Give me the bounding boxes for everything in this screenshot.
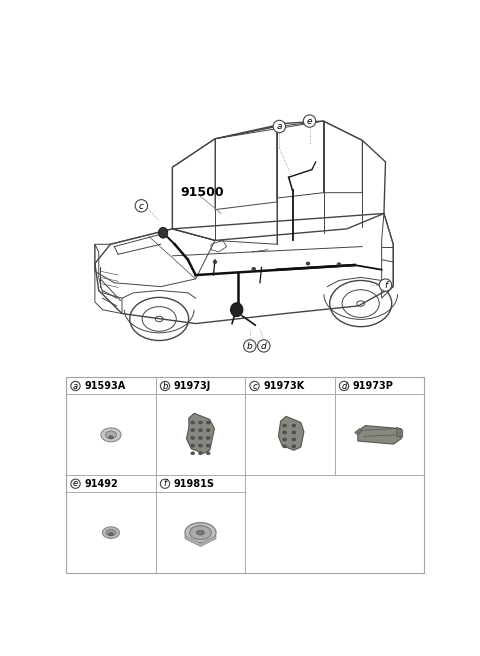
Ellipse shape bbox=[190, 525, 211, 540]
Polygon shape bbox=[358, 426, 401, 444]
Circle shape bbox=[160, 381, 169, 390]
Bar bbox=[156, 475, 245, 492]
Polygon shape bbox=[185, 536, 216, 546]
Bar bbox=[245, 475, 424, 573]
Text: 91500: 91500 bbox=[180, 186, 224, 199]
Text: a: a bbox=[73, 382, 78, 391]
Circle shape bbox=[250, 381, 259, 390]
Bar bbox=[66, 377, 424, 573]
Circle shape bbox=[339, 381, 348, 390]
Ellipse shape bbox=[191, 428, 195, 432]
Circle shape bbox=[160, 479, 169, 488]
Ellipse shape bbox=[199, 444, 203, 447]
Text: f: f bbox=[384, 281, 387, 290]
Ellipse shape bbox=[283, 438, 287, 441]
Ellipse shape bbox=[199, 436, 203, 440]
Text: 91973K: 91973K bbox=[263, 381, 304, 391]
Text: b: b bbox=[247, 342, 253, 351]
Ellipse shape bbox=[197, 530, 204, 535]
Text: 91981S: 91981S bbox=[174, 479, 215, 489]
Ellipse shape bbox=[283, 424, 287, 427]
Ellipse shape bbox=[199, 452, 203, 455]
Circle shape bbox=[244, 340, 256, 352]
Ellipse shape bbox=[191, 421, 195, 424]
Bar bbox=[335, 377, 424, 394]
Ellipse shape bbox=[292, 431, 296, 434]
Bar bbox=[335, 394, 424, 475]
Ellipse shape bbox=[292, 445, 296, 448]
Ellipse shape bbox=[292, 424, 296, 427]
Text: 91973J: 91973J bbox=[174, 381, 211, 391]
Bar bbox=[66, 394, 156, 475]
Ellipse shape bbox=[108, 533, 113, 536]
Bar bbox=[156, 394, 245, 475]
Ellipse shape bbox=[206, 436, 210, 440]
Ellipse shape bbox=[206, 452, 210, 455]
Polygon shape bbox=[278, 417, 304, 450]
Ellipse shape bbox=[213, 260, 217, 264]
Text: b: b bbox=[162, 382, 168, 391]
Ellipse shape bbox=[191, 452, 195, 455]
Ellipse shape bbox=[252, 268, 256, 270]
Ellipse shape bbox=[206, 421, 210, 424]
Ellipse shape bbox=[101, 428, 121, 441]
Bar bbox=[66, 492, 156, 573]
Ellipse shape bbox=[158, 228, 168, 238]
Ellipse shape bbox=[283, 445, 287, 448]
Text: d: d bbox=[261, 342, 267, 351]
Text: e: e bbox=[73, 480, 78, 489]
Text: c: c bbox=[252, 382, 257, 391]
Circle shape bbox=[71, 479, 80, 488]
Ellipse shape bbox=[185, 523, 216, 543]
Text: 91973P: 91973P bbox=[353, 381, 394, 391]
Text: 91593A: 91593A bbox=[84, 381, 125, 391]
Ellipse shape bbox=[191, 444, 195, 447]
Ellipse shape bbox=[109, 436, 113, 439]
Ellipse shape bbox=[206, 444, 210, 447]
Ellipse shape bbox=[102, 527, 120, 539]
Circle shape bbox=[273, 120, 286, 133]
Text: f: f bbox=[164, 480, 167, 489]
Ellipse shape bbox=[206, 428, 210, 432]
Text: e: e bbox=[307, 117, 312, 126]
Polygon shape bbox=[396, 427, 403, 437]
Ellipse shape bbox=[283, 431, 287, 434]
Bar bbox=[66, 377, 156, 394]
Bar bbox=[245, 377, 335, 394]
Ellipse shape bbox=[106, 431, 117, 439]
Polygon shape bbox=[187, 413, 215, 453]
Ellipse shape bbox=[337, 263, 341, 266]
Circle shape bbox=[258, 340, 270, 352]
Ellipse shape bbox=[306, 262, 310, 265]
Circle shape bbox=[71, 381, 80, 390]
Ellipse shape bbox=[191, 436, 195, 440]
Ellipse shape bbox=[199, 421, 203, 424]
Ellipse shape bbox=[199, 428, 203, 432]
Ellipse shape bbox=[230, 303, 243, 317]
Text: d: d bbox=[341, 382, 347, 391]
Ellipse shape bbox=[292, 438, 296, 441]
Bar bbox=[156, 492, 245, 573]
Text: c: c bbox=[139, 201, 144, 211]
Bar bbox=[156, 377, 245, 394]
Ellipse shape bbox=[106, 529, 116, 536]
Circle shape bbox=[379, 279, 392, 291]
Text: a: a bbox=[276, 122, 282, 131]
Polygon shape bbox=[355, 428, 362, 435]
Text: 91492: 91492 bbox=[84, 479, 118, 489]
Circle shape bbox=[135, 199, 147, 212]
Circle shape bbox=[303, 115, 316, 127]
Bar bbox=[66, 475, 156, 492]
Bar bbox=[245, 394, 335, 475]
